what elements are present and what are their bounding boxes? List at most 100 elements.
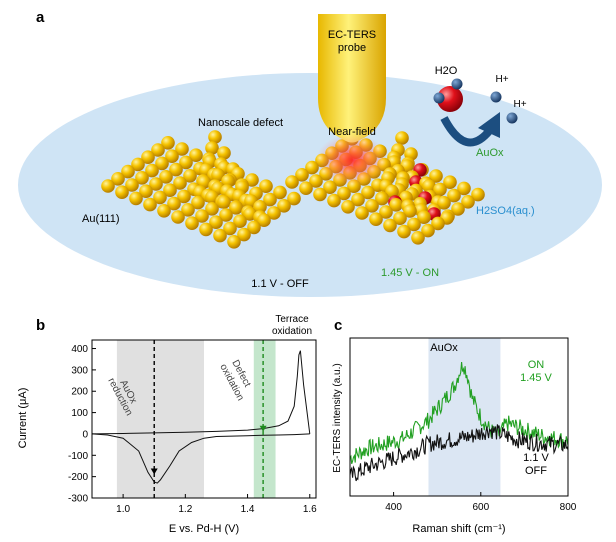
y-tick-label: 300 (71, 365, 88, 376)
chart-b-frame (91, 339, 317, 499)
gold-atom (379, 205, 393, 219)
gold-atom (299, 181, 313, 195)
gold-atom (471, 187, 485, 202)
gold-atom (157, 204, 171, 218)
y-tick-label: -100 (68, 451, 88, 462)
gold-atom (369, 212, 383, 226)
water-label: H2O (435, 65, 458, 77)
gold-atom (143, 197, 157, 212)
gold-atom (437, 196, 451, 210)
off-label: 1.1 V - OFF (251, 278, 309, 290)
marker-arrow-icon (150, 468, 158, 475)
panel-c: c 400 600 800 AuOx ON 1.45 V 1.1 V OFF Ram… (332, 317, 577, 535)
gold-atom (233, 214, 247, 228)
gold-atom (237, 227, 251, 242)
gold-atom (389, 198, 403, 212)
gold-atom (421, 223, 435, 238)
shaded-region (116, 340, 204, 498)
y-tick-label: 100 (71, 408, 88, 419)
terrace-label-line2: oxidation (272, 326, 312, 337)
proton-label: H+ (513, 99, 526, 110)
gold-atom (199, 222, 213, 237)
gold-atom (407, 217, 421, 232)
auox-region-label: AuOx (430, 342, 458, 354)
near-field-label: Near-field (328, 126, 376, 138)
y-tick-label: 400 (71, 344, 88, 355)
gold-atom (337, 186, 351, 201)
gold-atom (443, 175, 457, 189)
gold-atom (383, 218, 397, 233)
gold-atom (355, 206, 369, 220)
panel-b-label: b (36, 317, 45, 334)
chart-c-frame (349, 337, 569, 497)
gold-atom (263, 192, 277, 207)
ec-ters-probe (318, 14, 386, 143)
shaded-region (253, 340, 276, 498)
gold-atom (257, 213, 271, 227)
gold-atom (153, 190, 167, 205)
gold-atom (167, 196, 181, 211)
gold-atom (191, 195, 205, 210)
gold-atom (217, 195, 231, 209)
gold-atom (151, 143, 165, 157)
panel-a-label: a (36, 9, 45, 26)
auox-label: AuOx (476, 147, 504, 159)
gold-atom (229, 201, 243, 215)
gold-atom (131, 157, 145, 172)
proton-label: H+ (495, 74, 508, 85)
gold-atom (305, 160, 319, 175)
gold-atom (171, 210, 185, 224)
cv-curve (91, 433, 310, 484)
gold-atom (163, 183, 177, 197)
terrace-label-line1: Terrace (275, 314, 309, 325)
gold-atom (393, 211, 407, 225)
gold-atom (451, 202, 465, 216)
x-tick-label: 800 (560, 502, 577, 513)
y-tick-label: 0 (82, 429, 88, 440)
near-field-glow (316, 134, 388, 186)
gold-atom (161, 136, 175, 150)
surface-label: Au(111) (82, 213, 120, 225)
gold-atom (227, 235, 241, 249)
gold-atom (327, 193, 341, 208)
gold-atom (395, 131, 409, 145)
gold-atom (208, 130, 222, 144)
panel-b: b 1.0 1.2 1.4 1.6-300-200-1000100200300400 … (17, 314, 317, 535)
x-tick-label: 400 (385, 502, 402, 513)
proton-icon (490, 91, 502, 103)
gold-atom (397, 224, 411, 239)
y-tick-label: -300 (68, 494, 88, 505)
cv-curve (91, 350, 311, 435)
x-tick-label: 1.4 (241, 504, 255, 515)
gold-atom (121, 164, 135, 179)
gold-atom (185, 216, 199, 230)
gold-atom (139, 184, 153, 198)
electrolyte-label: H2SO4(aq.) (476, 205, 535, 217)
gold-atom (205, 141, 219, 155)
gold-atom (447, 188, 461, 203)
water-oxygen (437, 86, 463, 112)
gold-atom (125, 178, 139, 192)
gold-atom (189, 148, 203, 162)
water-hydrogen-icon (451, 78, 463, 90)
x-tick-label: 1.0 (116, 504, 130, 515)
proton-icon (506, 112, 518, 124)
chart-b-xlabel: E vs. Pd-H (V) (169, 523, 239, 535)
gold-atom (277, 199, 291, 213)
chart-c-xlabel: Raman shift (cm⁻¹) (412, 523, 505, 535)
probe-label-line2: probe (338, 42, 366, 54)
chart-c-ylabel: EC-TERS intensity (a.u.) (332, 363, 343, 472)
gold-atom (431, 216, 445, 231)
gold-atom (457, 181, 471, 196)
marker-arrow-icon (259, 425, 267, 432)
gold-atom (111, 172, 125, 186)
gold-atom (101, 179, 115, 193)
water-hydrogen-icon (433, 92, 445, 104)
gold-atom (461, 195, 475, 209)
x-tick-label: 1.6 (303, 504, 317, 515)
gold-atom (159, 170, 173, 184)
gold-atom (365, 199, 379, 213)
reaction-arrow-head-icon (478, 112, 500, 138)
gold-atom (295, 168, 309, 182)
